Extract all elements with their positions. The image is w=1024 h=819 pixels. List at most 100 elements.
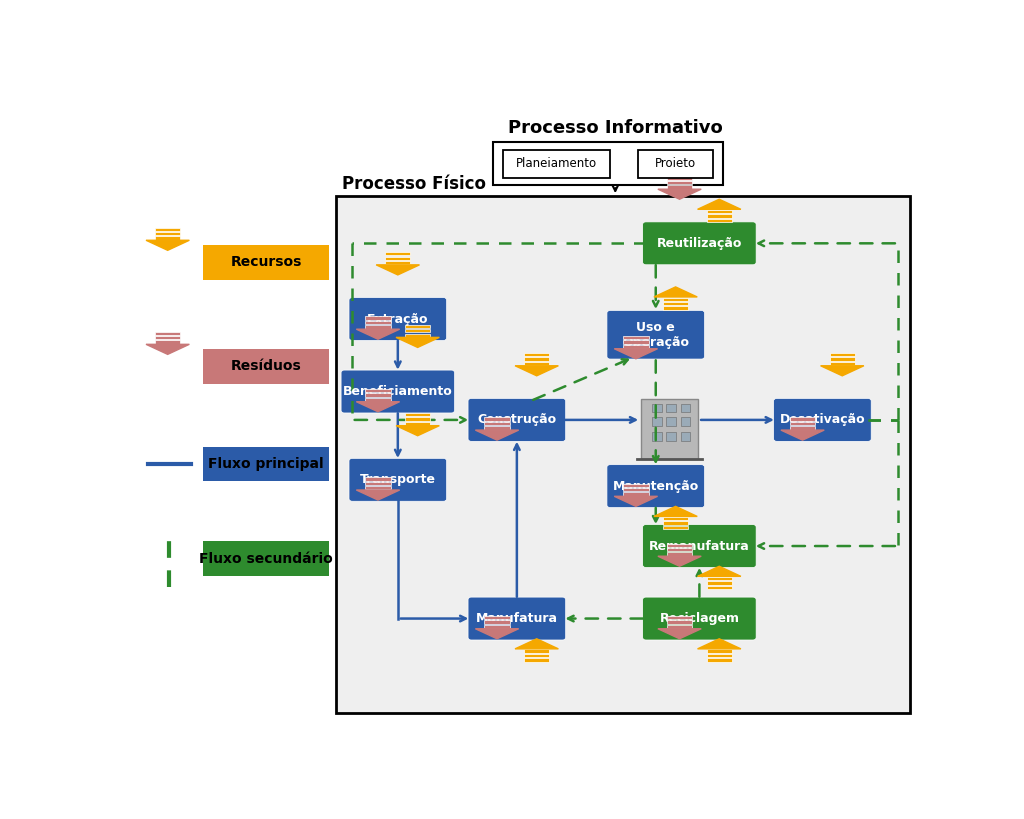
Text: Uso e
Operação: Uso e Operação [623, 321, 689, 349]
Bar [707, 658, 732, 662]
Bar [652, 404, 662, 412]
Bar [385, 252, 411, 256]
Text: Resíduos: Resíduos [230, 360, 301, 373]
Bar [667, 548, 692, 551]
Bar [829, 357, 855, 361]
Bar [652, 432, 662, 441]
Bar [707, 219, 732, 222]
Bar [524, 357, 549, 361]
Bar [336, 196, 909, 713]
Polygon shape [515, 639, 558, 649]
Text: Processo Físico: Processo Físico [342, 175, 486, 193]
Bar [484, 422, 510, 425]
Bar [667, 616, 692, 619]
Text: Transporte: Transporte [359, 473, 436, 486]
FancyBboxPatch shape [643, 525, 756, 568]
Text: Processo Informativo: Processo Informativo [508, 119, 723, 137]
Polygon shape [820, 366, 864, 376]
Polygon shape [657, 189, 701, 199]
FancyBboxPatch shape [349, 459, 446, 501]
Bar [624, 488, 648, 491]
Polygon shape [654, 506, 697, 517]
Bar [406, 324, 430, 328]
Bar [524, 353, 549, 356]
Polygon shape [657, 556, 701, 566]
Bar [624, 483, 648, 487]
Bar [707, 215, 732, 218]
Polygon shape [376, 265, 420, 275]
Bar [155, 228, 180, 231]
Bar [366, 398, 390, 401]
Bar [667, 176, 692, 180]
Polygon shape [396, 337, 439, 347]
Bar [366, 477, 390, 481]
Bar [707, 210, 732, 213]
Bar [663, 522, 688, 525]
Bar [406, 422, 430, 425]
Polygon shape [146, 344, 189, 355]
FancyBboxPatch shape [204, 446, 329, 482]
FancyBboxPatch shape [204, 541, 329, 576]
Bar [524, 654, 549, 657]
Bar [681, 418, 690, 426]
Bar [366, 486, 390, 490]
Bar [624, 345, 648, 348]
FancyBboxPatch shape [643, 597, 756, 640]
Bar [681, 404, 690, 412]
Bar [155, 332, 180, 335]
Text: Reciclagem: Reciclagem [659, 612, 739, 625]
Bar [663, 517, 688, 520]
FancyBboxPatch shape [607, 310, 705, 359]
Polygon shape [657, 629, 701, 639]
Text: Desativação: Desativação [779, 414, 865, 427]
FancyBboxPatch shape [349, 297, 446, 341]
FancyBboxPatch shape [204, 349, 329, 383]
Bar [667, 185, 692, 188]
Bar [366, 389, 390, 392]
Bar [667, 625, 692, 628]
Text: Beneficiamento: Beneficiamento [343, 385, 453, 398]
FancyBboxPatch shape [468, 399, 565, 441]
Bar [484, 426, 510, 429]
Bar [503, 150, 610, 178]
Text: Remanufatura: Remanufatura [649, 540, 750, 553]
Bar [624, 336, 648, 339]
Text: Proieto: Proieto [655, 157, 696, 170]
FancyBboxPatch shape [468, 597, 565, 640]
Polygon shape [515, 366, 558, 376]
Bar [667, 404, 676, 412]
Bar [366, 316, 390, 319]
Bar [652, 418, 662, 426]
Polygon shape [697, 566, 741, 577]
Text: Manufatura: Manufatura [476, 612, 558, 625]
Bar [385, 261, 411, 265]
Bar [366, 321, 390, 324]
Polygon shape [475, 629, 519, 639]
Bar [707, 581, 732, 585]
Bar [667, 552, 692, 555]
Bar [524, 658, 549, 662]
Bar [707, 577, 732, 580]
Bar [484, 625, 510, 628]
Bar [638, 150, 714, 178]
Bar [641, 399, 698, 459]
Text: Construção: Construção [477, 414, 556, 427]
Polygon shape [614, 349, 657, 359]
Bar [524, 362, 549, 365]
Text: Reutilização: Reutilização [656, 237, 742, 250]
Polygon shape [356, 401, 399, 412]
Bar [366, 393, 390, 396]
Bar [366, 325, 390, 328]
Text: Manutenção: Manutenção [612, 480, 698, 492]
Polygon shape [654, 287, 697, 297]
Bar [790, 422, 815, 425]
Bar [707, 654, 732, 657]
FancyBboxPatch shape [643, 222, 756, 265]
Bar [707, 586, 732, 589]
Polygon shape [356, 329, 399, 339]
Bar [155, 237, 180, 240]
Bar [406, 333, 430, 337]
Bar [790, 418, 815, 421]
Bar [790, 426, 815, 429]
Polygon shape [697, 639, 741, 649]
